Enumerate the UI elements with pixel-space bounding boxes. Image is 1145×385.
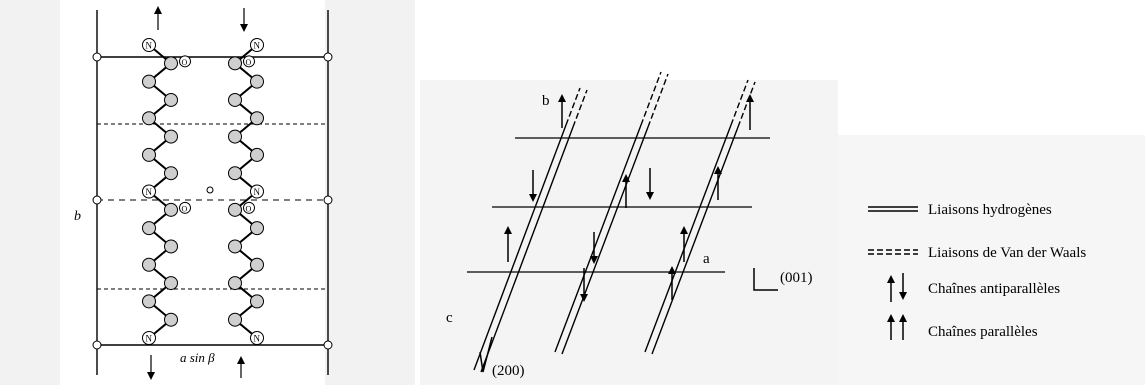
legend-label: Liaisons hydrogènes bbox=[928, 202, 1052, 218]
legend-item-parallel-chains: Chaînes parallèles bbox=[887, 314, 1038, 340]
plane-001-marker bbox=[753, 268, 778, 291]
chain-atom bbox=[228, 129, 242, 144]
corner-atom bbox=[92, 340, 102, 350]
plane-001-label: (001) bbox=[780, 270, 813, 286]
oxygen-atom-label: O bbox=[246, 204, 252, 213]
chain-atom bbox=[228, 239, 242, 254]
chain-atom bbox=[250, 111, 264, 126]
chain-atom bbox=[250, 257, 264, 272]
chain-atom bbox=[142, 38, 156, 52]
chain-atom bbox=[142, 111, 156, 126]
chain-atom bbox=[250, 38, 264, 52]
chain-atom bbox=[228, 276, 242, 291]
chain-atom bbox=[250, 74, 264, 89]
schematic-panel: b a c (001) (200) bbox=[420, 71, 1145, 385]
schematic-axis-a-label: a bbox=[703, 251, 710, 267]
chain-atom bbox=[142, 331, 156, 345]
oxygen-atom bbox=[179, 55, 191, 68]
nitrogen-atom-label: N bbox=[146, 334, 153, 344]
chain-atom bbox=[164, 202, 178, 217]
chain-atom bbox=[228, 92, 242, 107]
nitrogen-atom-label: N bbox=[254, 187, 261, 197]
chain-atom bbox=[164, 56, 178, 71]
oxygen-atom bbox=[243, 201, 255, 214]
chain-atom bbox=[250, 331, 264, 345]
chain-atom bbox=[250, 184, 264, 199]
faded-background-text bbox=[420, 80, 838, 385]
chain-atom bbox=[164, 166, 178, 181]
van-der-waals-lines bbox=[565, 71, 756, 128]
oxygen-atom-label: O bbox=[182, 204, 188, 213]
legend-label: Chaînes parallèles bbox=[928, 324, 1038, 340]
nitrogen-atom-label: N bbox=[146, 41, 153, 51]
corner-atom bbox=[323, 52, 333, 62]
chain-atom bbox=[142, 147, 156, 162]
chain-atom bbox=[164, 276, 178, 291]
chain-atom bbox=[142, 74, 156, 89]
nitrogen-atom-label: N bbox=[254, 41, 261, 51]
chain-atom bbox=[228, 56, 242, 71]
chain-atom bbox=[142, 294, 156, 309]
chain-atom bbox=[142, 221, 156, 236]
chain-atom bbox=[142, 257, 156, 272]
nitrogen-atom-label: N bbox=[146, 187, 153, 197]
legend-item-antiparallel-chains: Chaînes antiparallèles bbox=[887, 273, 1060, 302]
corner-atom bbox=[323, 195, 333, 205]
chain-atom bbox=[250, 147, 264, 162]
faded-background-text bbox=[838, 135, 1145, 385]
oxygen-atom-label: O bbox=[246, 58, 252, 67]
hydrogen-bond-lines bbox=[473, 124, 739, 373]
faded-margin-left bbox=[0, 0, 60, 385]
oxygen-atom bbox=[243, 55, 255, 68]
schematic-axis-b-label: b bbox=[542, 93, 550, 109]
chain-atom bbox=[250, 221, 264, 236]
chain-atom bbox=[164, 129, 178, 144]
legend-label: Chaînes antiparallèles bbox=[928, 281, 1060, 297]
legend: Liaisons hydrogènes Liaisons de Van der … bbox=[868, 202, 1086, 340]
chain-arrows bbox=[504, 94, 754, 302]
faded-margin-right bbox=[325, 0, 415, 385]
legend-label: Liaisons de Van der Waals bbox=[928, 245, 1086, 261]
nitrogen-atom-label: N bbox=[254, 334, 261, 344]
oxygen-atom-label: O bbox=[182, 58, 188, 67]
legend-item-van-der-waals: Liaisons de Van der Waals bbox=[868, 245, 1086, 261]
plane-200-label: (200) bbox=[492, 363, 525, 379]
chain-atom bbox=[228, 312, 242, 327]
corner-atom bbox=[92, 52, 102, 62]
cell-center-atom bbox=[206, 186, 214, 194]
oxygen-atom bbox=[179, 201, 191, 214]
corner-atom bbox=[323, 340, 333, 350]
chain-atom bbox=[228, 202, 242, 217]
plane-200-marker bbox=[479, 336, 493, 373]
chain-atom bbox=[164, 312, 178, 327]
chain-atom bbox=[164, 239, 178, 254]
chain-atom bbox=[142, 184, 156, 199]
chain-atom bbox=[250, 294, 264, 309]
chain-atom bbox=[228, 166, 242, 181]
chain-atom bbox=[164, 92, 178, 107]
schematic-axis-c-label: c bbox=[446, 310, 453, 326]
a-sin-beta-label: a sin β bbox=[180, 350, 215, 365]
legend-item-hydrogen-bonds: Liaisons hydrogènes bbox=[868, 202, 1052, 218]
corner-atom bbox=[92, 195, 102, 205]
left-axis-b-label: b bbox=[74, 209, 81, 224]
